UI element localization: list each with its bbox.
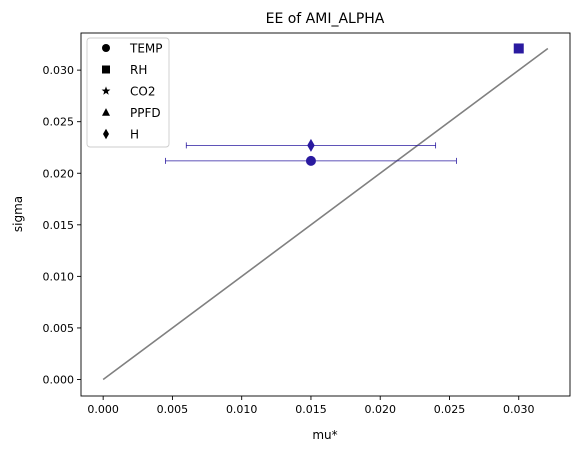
x-axis-label: mu* — [312, 428, 337, 442]
legend-label-rh: RH — [130, 63, 147, 77]
x-axis-ticks: 0.000 0.005 0.010 0.015 0.020 0.025 0.030 — [87, 396, 534, 416]
x-tick-label: 0.020 — [364, 403, 396, 416]
legend: TEMP RH CO2 PPFD H — [86, 37, 170, 148]
y-tick-label: 0.000 — [43, 374, 75, 387]
legend-label-co2: CO2 — [130, 85, 155, 99]
x-tick-label: 0.005 — [157, 403, 189, 416]
legend-label-temp: TEMP — [129, 42, 163, 56]
point-rh — [513, 43, 524, 54]
y-tick-label: 0.030 — [43, 64, 75, 77]
plot-area-frame — [80, 32, 571, 397]
point-h — [307, 138, 315, 152]
y-tick-label: 0.015 — [43, 219, 75, 232]
reference-line — [102, 47, 549, 381]
chart-title: EE of AMI_ALPHA — [266, 11, 385, 27]
legend-label-ppfd: PPFD — [130, 106, 161, 120]
y-tick-label: 0.005 — [43, 322, 75, 335]
legend-marker-h — [103, 128, 109, 140]
x-tick-label: 0.030 — [503, 403, 535, 416]
legend-marker-co2 — [101, 86, 111, 95]
plot-content — [102, 43, 549, 381]
legend-label-h: H — [130, 128, 139, 142]
legend-marker-rh — [102, 65, 110, 74]
point-temp — [305, 155, 316, 166]
legend-marker-ppfd — [102, 108, 110, 116]
y-axis-ticks: 0.000 0.005 0.010 0.015 0.020 0.025 0.030 — [43, 64, 81, 387]
x-tick-label: 0.010 — [226, 403, 258, 416]
legend-marker-temp — [102, 44, 110, 52]
x-tick-label: 0.015 — [295, 403, 327, 416]
y-tick-label: 0.010 — [43, 270, 75, 283]
y-axis-label: sigma — [11, 196, 25, 232]
y-tick-label: 0.020 — [43, 167, 75, 180]
y-tick-label: 0.025 — [43, 116, 75, 129]
legend-box — [86, 37, 170, 148]
x-tick-label: 0.000 — [87, 403, 119, 416]
x-tick-label: 0.025 — [434, 403, 466, 416]
